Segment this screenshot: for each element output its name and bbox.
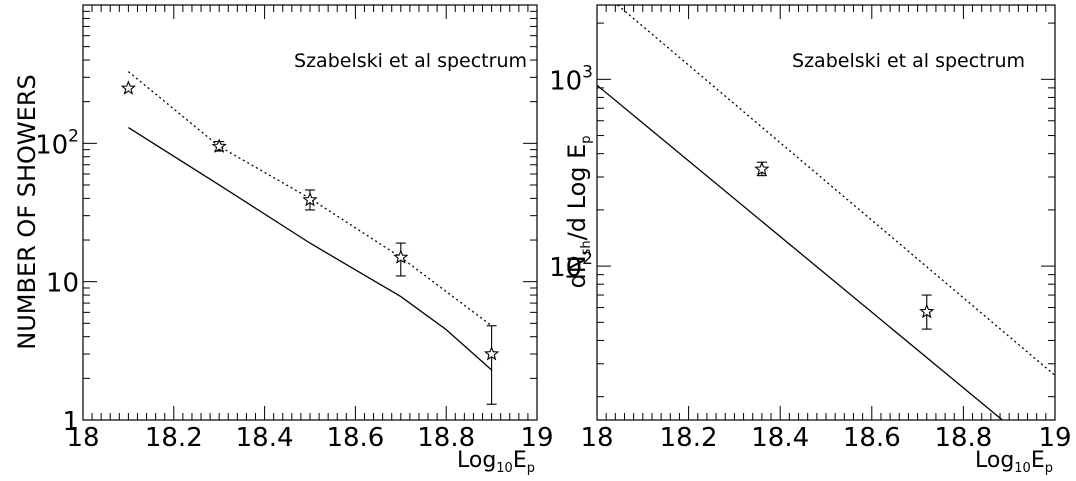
left-data-point-star xyxy=(120,80,137,95)
right-x-tick-label: 18.8 xyxy=(934,423,992,453)
left-y-tick-label: 102 xyxy=(35,126,79,160)
left-solid-series-line xyxy=(128,127,493,371)
left-y-axis-label: NUMBER OF SHOWERS xyxy=(13,74,41,349)
left-x-tick-label: 18.8 xyxy=(417,423,475,453)
left-y-tick-label: 1 xyxy=(62,407,79,437)
left-x-tick-label: 18.2 xyxy=(145,423,203,453)
right-x-tick-label: 19 xyxy=(1038,423,1071,453)
left-annotation: Szabelski et al spectrum xyxy=(294,50,527,72)
right-x-axis-label: Log10Ep xyxy=(975,448,1053,476)
right-data-point-star xyxy=(754,161,770,176)
right-dotted-series-line xyxy=(617,5,1055,376)
right-x-tick-label: 18.6 xyxy=(843,423,901,453)
left-y-tick-label: 10 xyxy=(46,269,79,299)
right-annotation: Szabelski et al spectrum xyxy=(792,50,1025,72)
left-data-point-star xyxy=(211,138,227,153)
left-x-axis-label: Log10Ep xyxy=(457,448,535,476)
left-x-tick-label: 18.6 xyxy=(326,423,384,453)
right-y-tick-label: 102 xyxy=(549,249,593,283)
left-x-tick-label: 18 xyxy=(66,423,99,453)
left-x-tick-label: 18.4 xyxy=(236,423,294,453)
right-y-axis-label: dNsh/d Log Ep xyxy=(563,135,594,288)
right-y-tick-label: 103 xyxy=(549,62,593,96)
right-chart-panel: dNsh/d Log Ep Szabelski et al spectrum L… xyxy=(549,4,1072,476)
left-data-point-star xyxy=(302,191,318,207)
left-x-tick-label: 19 xyxy=(520,423,553,453)
right-solid-series-line xyxy=(597,84,1003,420)
right-x-tick-label: 18.4 xyxy=(751,423,809,453)
right-x-tick-label: 18.2 xyxy=(660,423,718,453)
right-x-tick-label: 18 xyxy=(580,423,613,453)
left-data-point-star xyxy=(483,345,500,361)
left-chart-panel: NUMBER OF SHOWERS Szabelski et al spectr… xyxy=(13,4,554,476)
right-data-point-star xyxy=(919,303,935,319)
left-data-point-star xyxy=(393,249,409,264)
